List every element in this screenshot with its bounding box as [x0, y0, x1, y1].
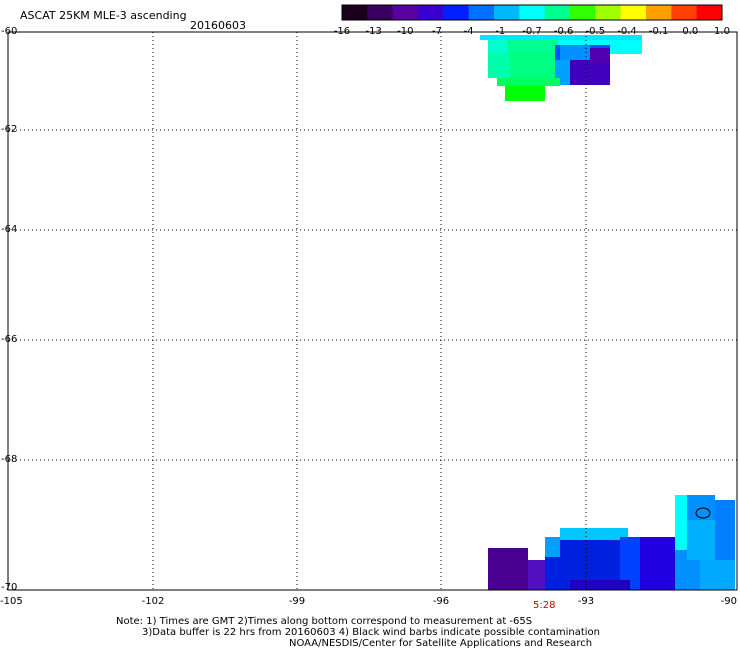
data-swath-south	[488, 495, 735, 590]
colorbar-segment	[392, 5, 419, 20]
colorbar-segment	[544, 5, 571, 20]
colorbar-segment	[468, 5, 495, 20]
note-line-2: 3)Data buffer is 22 hrs from 20160603 4)…	[142, 627, 600, 638]
latitude-labels: -60 -62 -64 -66 -68 -70	[1, 26, 17, 593]
notes-block: Note: 1) Times are GMT 2)Times along bot…	[116, 616, 600, 649]
latitude-label: -68	[1, 454, 17, 465]
colorbar-segment	[696, 5, 723, 20]
note-line-3: NOAA/NESDIS/Center for Satellite Applica…	[289, 638, 593, 649]
longitude-label: -90	[721, 596, 737, 607]
plot-frame	[7, 31, 738, 591]
longitude-labels: -105 -102 -99 -96 -93 -90	[0, 596, 737, 607]
colorbar-segment	[620, 5, 647, 20]
product-title: ASCAT 25KM MLE-3 ascending	[20, 9, 187, 22]
colorbar-border	[341, 4, 723, 21]
longitude-label: -93	[578, 596, 594, 607]
lat-lon-grid	[8, 32, 737, 590]
colorbar-segment	[595, 5, 622, 20]
longitude-label: -105	[0, 596, 23, 607]
data-swath-north	[480, 35, 642, 101]
latitude-label: -60	[1, 26, 17, 37]
colorbar-segment	[671, 5, 698, 20]
colorbar-segment	[367, 5, 394, 20]
colorbar-segment	[418, 5, 444, 20]
product-date: 20160603	[190, 19, 246, 32]
colorbar-segment	[646, 5, 672, 20]
colorbar-segment	[519, 5, 546, 20]
colorbar-segment	[570, 5, 596, 20]
colorbar-segment	[494, 5, 520, 20]
latitude-label: -66	[1, 334, 17, 345]
colorbar-segment	[342, 5, 368, 20]
longitude-label: -102	[142, 596, 165, 607]
longitude-label: -99	[289, 596, 305, 607]
latitude-label: -64	[1, 224, 17, 235]
note-line-1: Note: 1) Times are GMT 2)Times along bot…	[116, 616, 533, 627]
swath-time-label: 5:28	[533, 600, 556, 611]
latitude-label: -70	[1, 582, 17, 593]
colorbar-segment	[443, 5, 470, 20]
longitude-label: -96	[433, 596, 449, 607]
colorbar	[341, 4, 723, 21]
latitude-label: -62	[1, 124, 17, 135]
